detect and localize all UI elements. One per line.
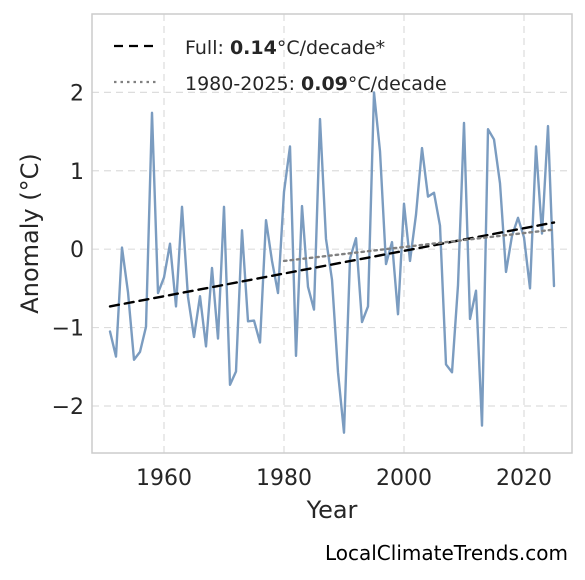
trend-line-1980-2025	[282, 228, 556, 263]
legend-full-value: 0.14	[230, 37, 277, 59]
plot-frame	[91, 13, 573, 454]
y-tick-label-0: 0	[70, 238, 84, 263]
x-tick-label-1960: 1960	[136, 466, 192, 491]
legend-full-suffix: °C/decade*	[277, 37, 385, 59]
legend-recent-prefix: 1980-2025:	[185, 73, 301, 95]
watermark: LocalClimateTrends.com	[325, 541, 568, 565]
legend-label-full: Full: 0.14°C/decade*	[185, 37, 385, 59]
y-tick-label-2: 2	[70, 81, 84, 106]
series-layer	[108, 91, 556, 434]
legend-label-1980-2025: 1980-2025: 0.09°C/decade	[185, 73, 447, 95]
y-tick-label-1: 1	[70, 160, 84, 185]
y-tick-label--1: −1	[52, 317, 84, 342]
legend-recent-suffix: °C/decade	[348, 73, 447, 95]
x-tick-label-2000: 2000	[376, 466, 432, 491]
x-tick-label-2020: 2020	[496, 466, 552, 491]
y-tick-label--2: −2	[52, 395, 84, 420]
tick-labels: 1960 1980 2000 2020 −2 −1 0 1 2	[52, 81, 552, 491]
anomaly-series-line	[108, 91, 556, 434]
x-tick-label-1980: 1980	[256, 466, 312, 491]
legend: Full: 0.14°C/decade* 1980-2025: 0.09°C/d…	[114, 37, 447, 95]
grid	[92, 14, 572, 453]
x-axis-title: Year	[306, 496, 358, 524]
legend-full-prefix: Full:	[185, 37, 230, 59]
legend-recent-value: 0.09	[301, 73, 348, 95]
trend-line-full	[108, 221, 556, 308]
y-axis-title: Anomaly (°C)	[16, 153, 44, 313]
